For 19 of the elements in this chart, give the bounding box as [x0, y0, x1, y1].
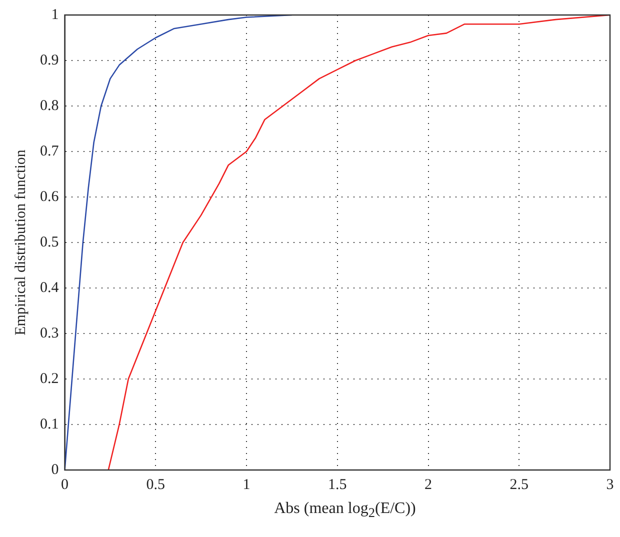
y-tick-label: 1 — [51, 6, 59, 23]
y-tick-label: 0.8 — [40, 98, 59, 114]
x-tick-label: 2 — [424, 476, 432, 493]
y-tick-label: 0.2 — [40, 370, 59, 387]
y-tick-label: 0.7 — [40, 143, 60, 160]
x-tick-label: 1.5 — [328, 476, 347, 493]
x-tick-label: 0.5 — [146, 476, 165, 493]
y-tick-label: 0.6 — [40, 188, 60, 205]
x-tick-label: 2.5 — [510, 476, 528, 493]
y-tick-label: 0.3 — [40, 325, 59, 342]
x-axis-title: Abs (mean log$_{2}$(E/C)) — [273, 500, 417, 522]
y-tick-label: 0.9 — [40, 52, 59, 68]
y-tick-label: 0.1 — [40, 416, 59, 432]
y-tick-label: 0.4 — [40, 280, 60, 296]
x-tick-label: 1 — [242, 476, 250, 493]
y-tick-label: 0 — [51, 462, 59, 478]
x-tick-label: 3 — [606, 476, 614, 493]
y-tick-label: 0.5 — [40, 234, 59, 250]
y-axis-title: Empirical distribution function — [12, 149, 29, 336]
